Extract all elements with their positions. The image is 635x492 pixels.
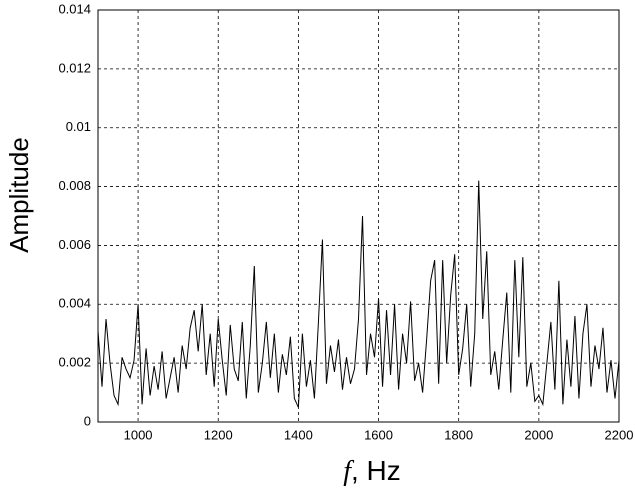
plot-frame bbox=[97, 9, 620, 423]
x-axis-unit: , Hz bbox=[351, 455, 401, 486]
y-tick-label: 0.002 bbox=[58, 355, 91, 370]
data-line bbox=[97, 180, 620, 408]
x-tick-label: 2200 bbox=[605, 427, 634, 442]
x-axis-label: f, Hz bbox=[343, 455, 401, 487]
y-tick-label: 0.014 bbox=[58, 1, 91, 16]
y-tick-label: 0.004 bbox=[58, 296, 91, 311]
y-tick-label: 0.012 bbox=[58, 60, 91, 75]
x-tick-label: 2000 bbox=[524, 427, 553, 442]
y-tick-label: 0 bbox=[84, 413, 91, 428]
x-tick-label: 1800 bbox=[444, 427, 473, 442]
x-tick-label: 1400 bbox=[284, 427, 313, 442]
x-tick-label: 1200 bbox=[204, 427, 233, 442]
y-tick-label: 0.01 bbox=[66, 119, 91, 134]
y-tick-label: 0.008 bbox=[58, 178, 91, 193]
y-axis-label: Amplitude bbox=[4, 137, 34, 253]
x-tick-label: 1000 bbox=[124, 427, 153, 442]
x-tick-label: 1600 bbox=[364, 427, 393, 442]
x-axis-symbol: f bbox=[343, 456, 354, 487]
y-tick-label: 0.006 bbox=[58, 237, 91, 252]
